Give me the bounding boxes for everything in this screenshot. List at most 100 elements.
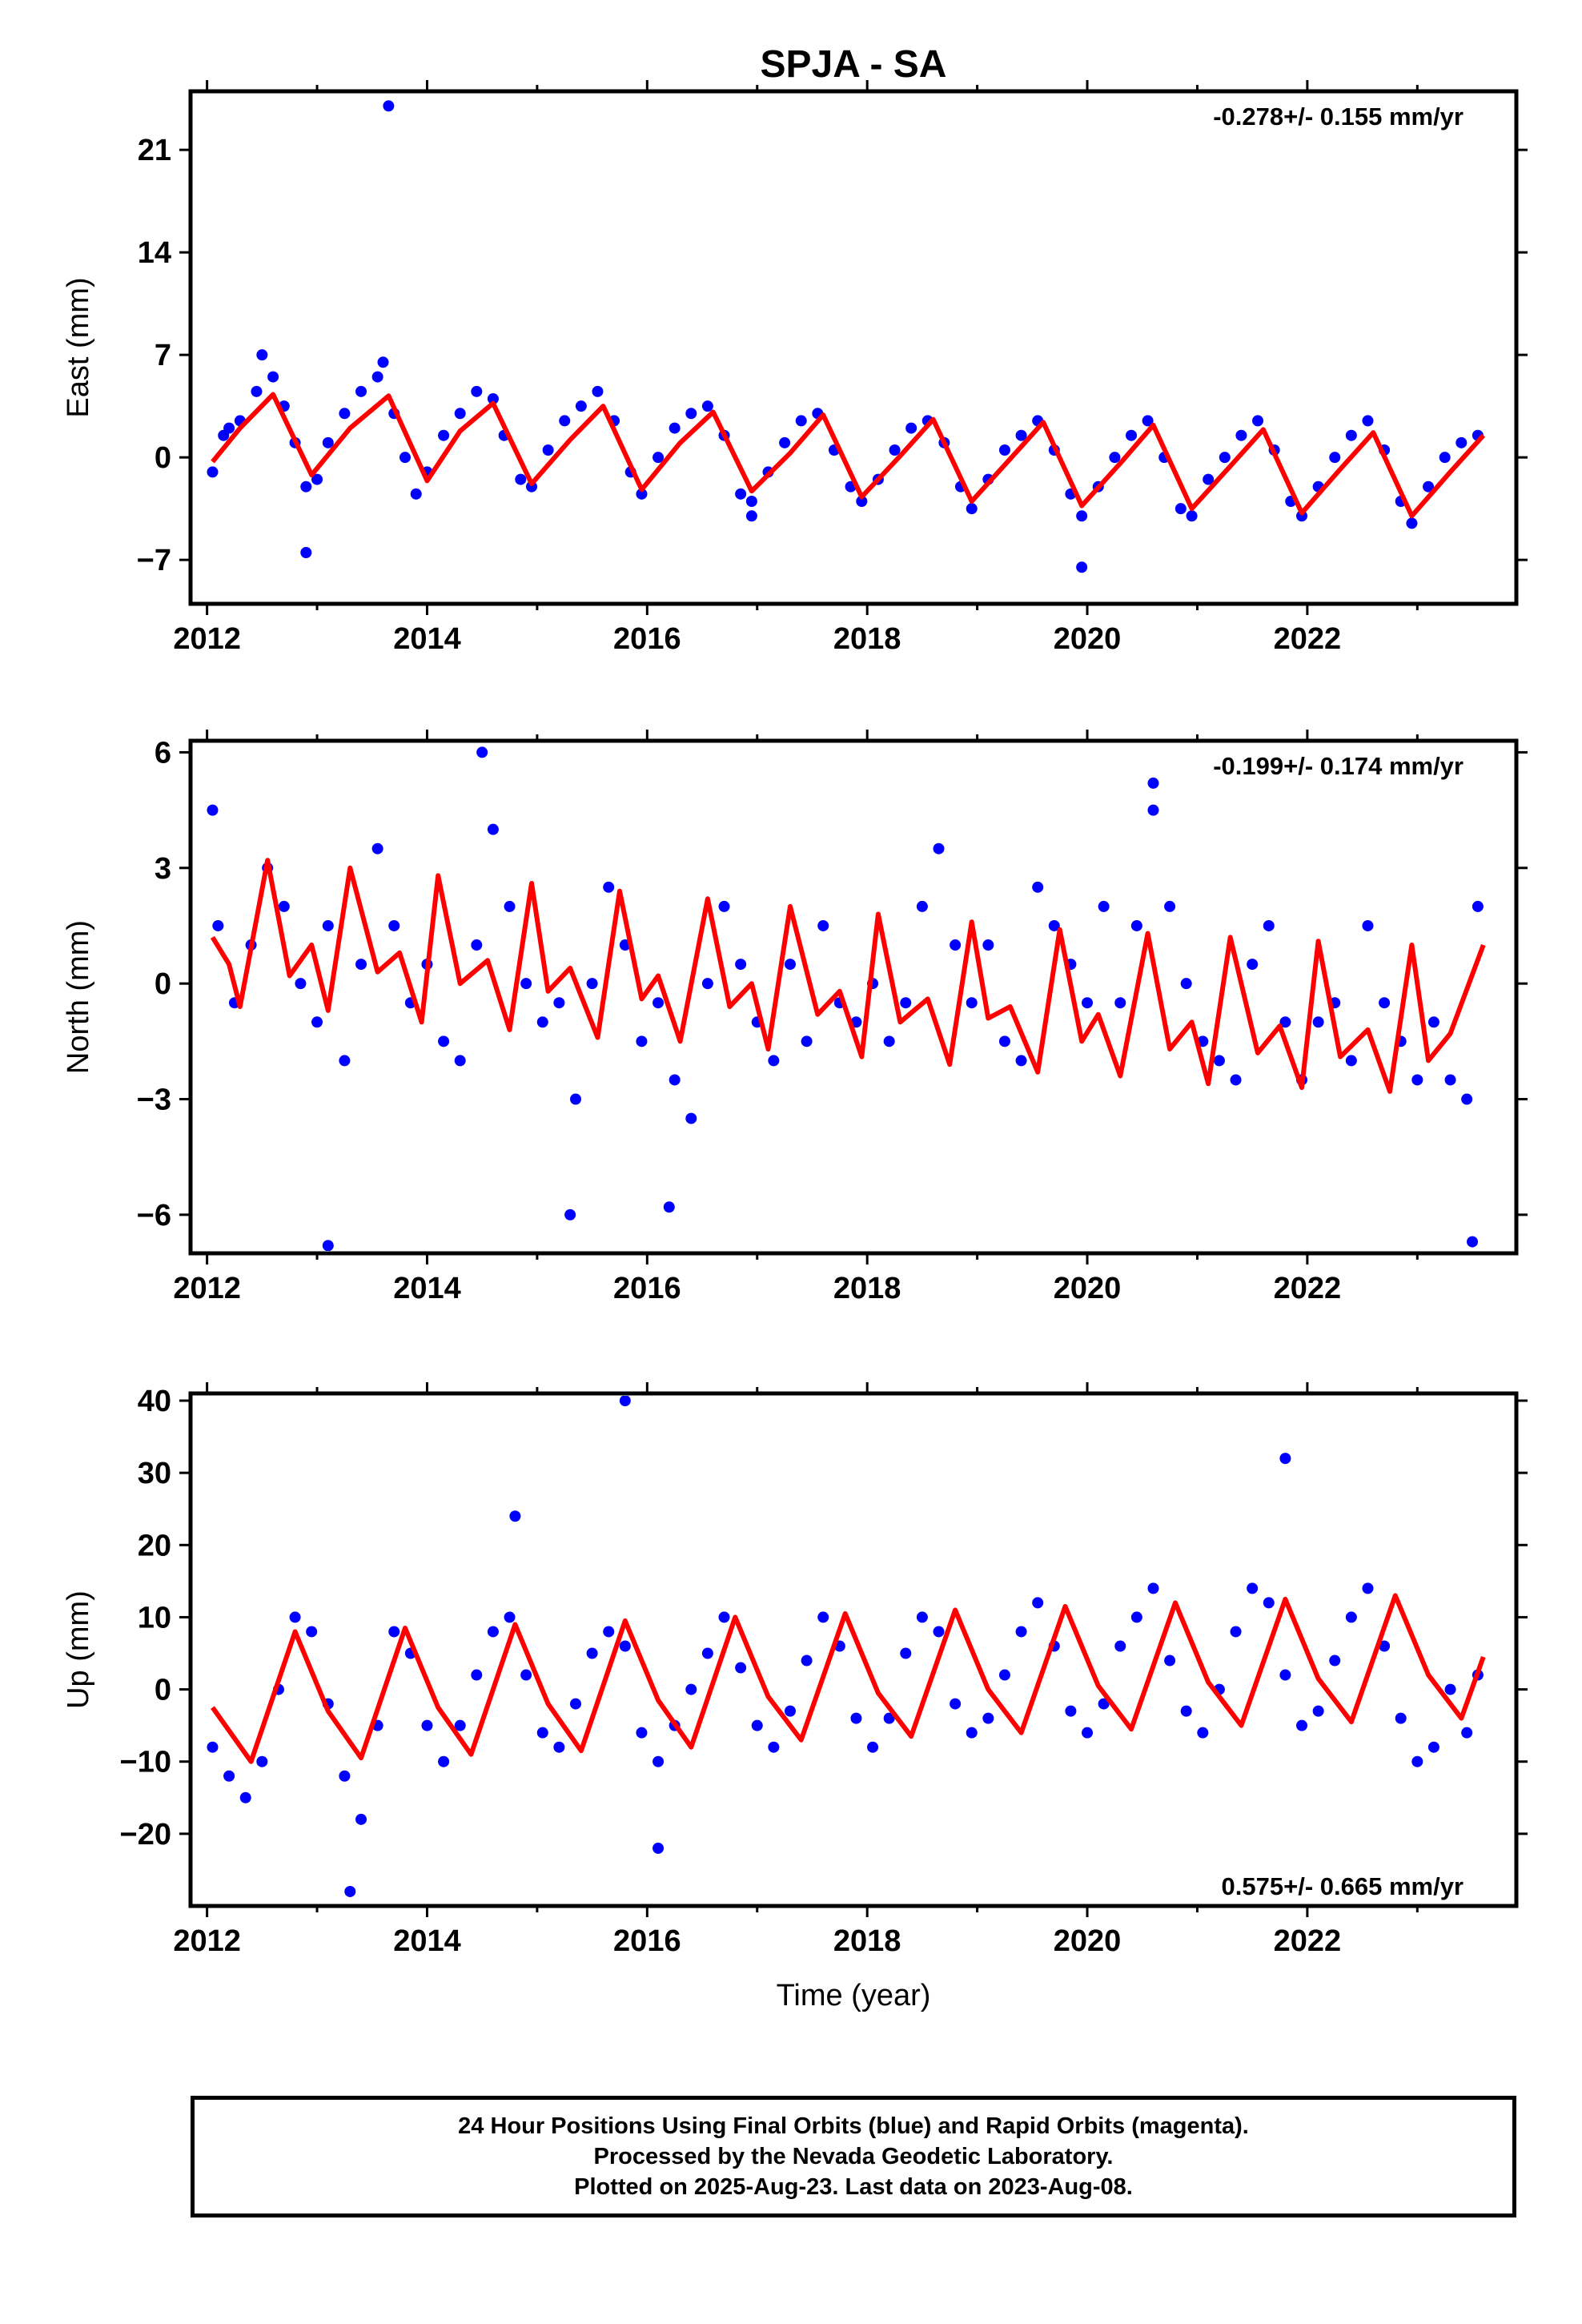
up-data-point: [1279, 1453, 1291, 1465]
east-data-point: [487, 393, 499, 404]
north-data-point: [950, 939, 962, 951]
up-data-point: [1461, 1727, 1473, 1739]
up-data-point: [339, 1770, 351, 1782]
y-tick-label: 0: [155, 967, 171, 1001]
x-tick-label: 2022: [1274, 1924, 1342, 1958]
north-data-point: [883, 1035, 895, 1047]
north-data-point: [438, 1035, 450, 1047]
east-data-point: [1219, 452, 1231, 464]
north-data-point: [1379, 997, 1391, 1009]
north-data-point: [701, 978, 713, 990]
east-data-point: [322, 436, 334, 448]
north-rate-label: -0.199+/- 0.174 mm/yr: [1213, 752, 1464, 780]
east-data-point: [267, 371, 279, 383]
north-data-point: [1247, 959, 1259, 971]
up-data-point: [1114, 1640, 1126, 1652]
north-data-point: [586, 978, 598, 990]
x-tick-label: 2020: [1054, 1272, 1122, 1305]
up-data-point: [982, 1712, 994, 1724]
north-data-point: [355, 959, 367, 971]
north-data-point: [1114, 997, 1126, 1009]
north-data-point: [1467, 1236, 1479, 1248]
north-model-line: [210, 858, 1486, 1094]
north-data-point: [295, 978, 307, 990]
up-data-point: [883, 1712, 895, 1724]
y-tick-label: −7: [137, 544, 171, 577]
east-data-point: [311, 473, 323, 485]
up-data-point: [1312, 1705, 1324, 1717]
north-data-point: [768, 1055, 780, 1067]
x-axis-label: Time (year): [777, 1979, 931, 2012]
up-data-point: [933, 1626, 945, 1638]
north-data-point: [1279, 1016, 1291, 1028]
up-data-point: [239, 1791, 251, 1803]
east-data-point: [454, 408, 466, 420]
up-data-point: [966, 1727, 978, 1739]
east-data-point: [399, 452, 411, 464]
north-data-point: [388, 919, 400, 931]
up-data-point: [504, 1611, 516, 1623]
east-data-point: [559, 415, 571, 427]
up-data-point: [421, 1719, 433, 1731]
up-data-point: [1247, 1582, 1259, 1594]
north-plot-area: [207, 746, 1486, 1251]
north-data-point: [487, 823, 499, 835]
footer-line-2: Processed by the Nevada Geodetic Laborat…: [593, 2144, 1114, 2169]
y-tick-label: −10: [120, 1746, 171, 1779]
up-data-point: [801, 1655, 813, 1667]
east-data-point: [856, 496, 868, 507]
up-data-point: [950, 1698, 962, 1710]
x-tick-label: 2016: [613, 1272, 681, 1305]
up-data-point: [1197, 1727, 1209, 1739]
north-data-point: [1362, 919, 1374, 931]
east-data-point: [795, 415, 807, 427]
north-data-point: [1472, 900, 1484, 912]
north-data-point: [1130, 919, 1142, 931]
east-data-point: [1423, 480, 1435, 493]
up-data-point: [344, 1885, 356, 1897]
up-panel: 2012 2014 2016 2018 2020 2022 −20 −10 0 10 20 30 40 U…: [62, 1382, 1528, 2012]
east-data-point: [1456, 436, 1468, 448]
east-data-point: [1362, 415, 1374, 427]
north-data-point: [322, 1240, 334, 1251]
figure-title: SPJA - SA: [761, 43, 947, 86]
east-data-point: [685, 408, 697, 420]
east-data-point: [905, 422, 917, 434]
north-data-point: [933, 842, 945, 854]
x-tick-label: 2022: [1274, 622, 1342, 656]
east-data-point: [438, 429, 450, 441]
north-data-point: [553, 997, 565, 1009]
north-data-point: [652, 997, 665, 1009]
east-frame: [188, 89, 1519, 606]
north-data-point: [685, 1112, 697, 1124]
north-data-point: [1427, 1016, 1439, 1028]
north-data-point: [801, 1035, 813, 1047]
east-data-point: [1109, 452, 1121, 464]
east-data-point: [636, 488, 648, 500]
east-data-point: [1142, 415, 1154, 427]
x-tick-label: 2020: [1054, 622, 1122, 656]
north-data-point: [1164, 900, 1176, 912]
east-data-point: [1406, 517, 1418, 529]
north-data-point: [1180, 978, 1192, 990]
north-data-point: [1032, 881, 1044, 893]
up-data-point: [900, 1647, 912, 1659]
y-tick-label: −20: [120, 1818, 171, 1852]
north-data-point: [1147, 777, 1159, 789]
north-data-point: [916, 900, 928, 912]
east-data-point: [669, 422, 681, 434]
up-data-point: [652, 1842, 665, 1854]
north-data-point: [1263, 919, 1275, 931]
up-data-point: [1147, 1582, 1159, 1594]
north-panel: 2012 2014 2016 2018 2020 2022 −6 −3 0 3 6 North (mm…: [62, 730, 1528, 1305]
north-data-point: [371, 842, 383, 854]
y-tick-label: 0: [155, 441, 171, 475]
y-tick-label: 14: [138, 236, 171, 270]
east-data-point: [256, 349, 268, 361]
north-data-point: [536, 1016, 548, 1028]
x-tick-label: 2014: [393, 1924, 461, 1958]
up-data-point: [619, 1396, 631, 1407]
north-data-point: [966, 997, 978, 1009]
north-data-point: [1082, 997, 1094, 1009]
footer-caption-box: 24 Hour Positions Using Final Orbits (bl…: [191, 2096, 1516, 2217]
